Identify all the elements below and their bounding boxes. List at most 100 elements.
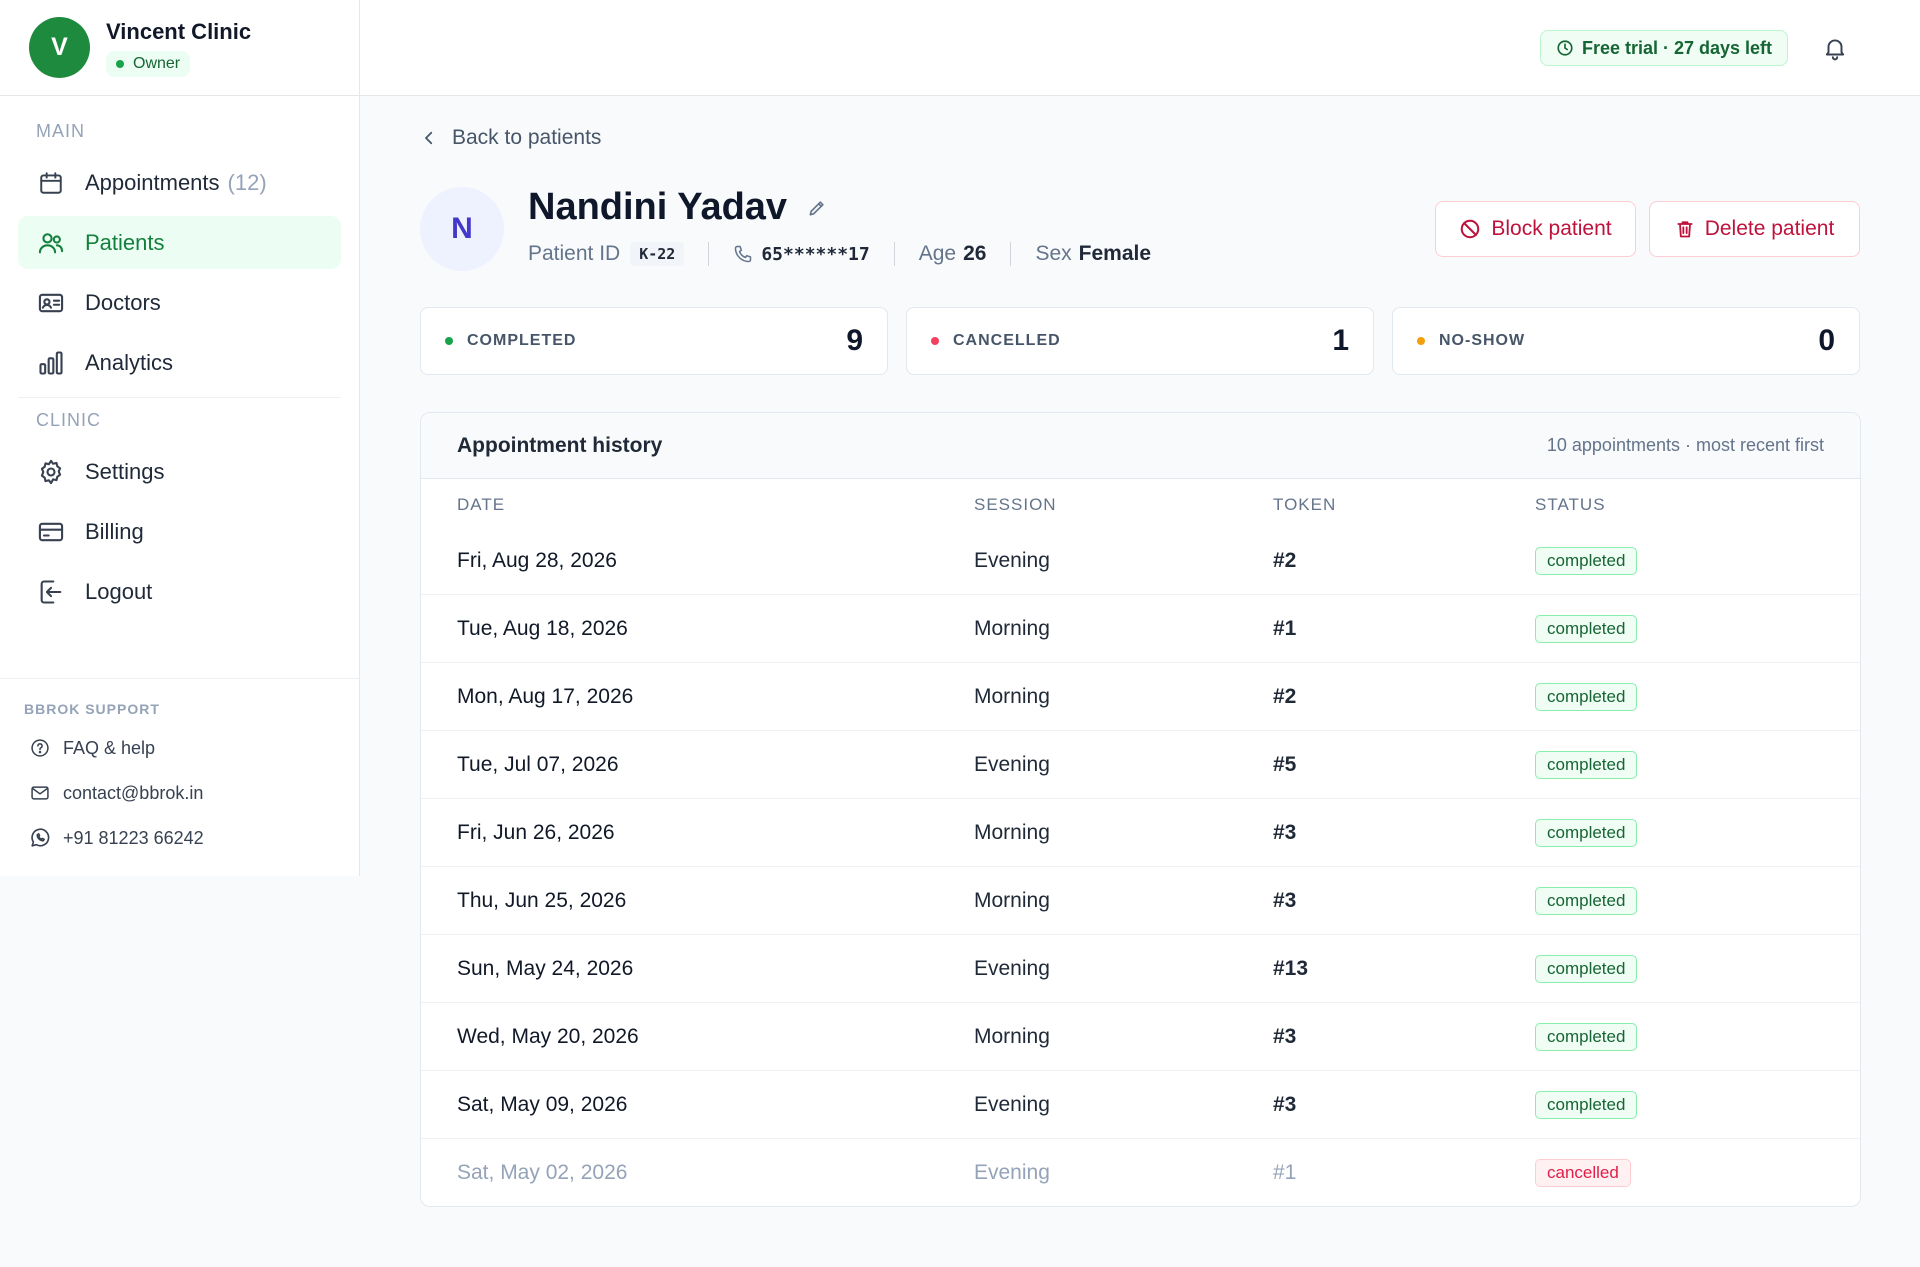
status-badge: completed (1535, 615, 1638, 643)
sidebar-item-settings[interactable]: Settings (18, 445, 341, 498)
table-row[interactable]: Sat, May 02, 2026 Evening #1 cancelled (421, 1139, 1860, 1206)
table-row[interactable]: Fri, Jun 26, 2026 Morning #3 completed (421, 799, 1860, 867)
chevron-left-icon (420, 129, 438, 147)
role-label: Owner (133, 54, 181, 72)
phone-label: +91 81223 66242 (63, 827, 204, 848)
status-badge: completed (1535, 547, 1638, 575)
role-badge: Owner (106, 50, 191, 77)
card-header: Appointment history 10 appointments · mo… (421, 413, 1860, 479)
sidebar: V Vincent Clinic Owner MAIN Appointments… (0, 0, 360, 1267)
status-badge: completed (1535, 751, 1638, 779)
stat-no-show: NO-SHOW 0 (1392, 307, 1860, 375)
status-badge: completed (1535, 1091, 1638, 1119)
sidebar-item-patients[interactable]: Patients (18, 216, 341, 269)
delete-patient-button[interactable]: Delete patient (1649, 201, 1860, 257)
session-cell: Evening (974, 753, 1050, 776)
status-dot (1417, 337, 1425, 345)
sex-label: Sex (1035, 242, 1072, 265)
trial-badge[interactable]: Free trial · 27 days left (1540, 30, 1788, 66)
clinic-name: Vincent Clinic (106, 18, 252, 44)
stat-label: NO-SHOW (1439, 332, 1526, 349)
status-badge: completed (1535, 955, 1638, 983)
session-cell: Evening (974, 1093, 1050, 1116)
sidebar-item-label: Patients (85, 229, 165, 255)
sidebar-item-appointments[interactable]: Appointments (12) (18, 156, 341, 209)
token-cell: #1 (1273, 617, 1297, 640)
token-cell: #3 (1273, 889, 1297, 912)
status-dot (445, 337, 453, 345)
status-badge: completed (1535, 1023, 1638, 1051)
sidebar-item-label: Analytics (85, 349, 174, 375)
block-label: Block patient (1491, 217, 1612, 240)
session-cell: Evening (974, 549, 1050, 572)
patient-id-label: Patient ID (528, 242, 621, 265)
stat-value: 9 (846, 324, 863, 357)
table-header: DATE SESSION TOKEN STATUS (421, 479, 1860, 527)
back-link[interactable]: Back to patients (420, 126, 601, 150)
phone-icon (733, 244, 753, 264)
card-title: Appointment history (457, 433, 663, 457)
status-badge: completed (1535, 819, 1638, 847)
session-cell: Evening (974, 957, 1050, 980)
trash-icon (1675, 218, 1695, 240)
table-row[interactable]: Mon, Aug 17, 2026 Morning #2 completed (421, 663, 1860, 731)
clinic-info: Vincent Clinic Owner (106, 19, 251, 77)
date-cell: Fri, Jun 26, 2026 (457, 821, 615, 844)
email-link[interactable]: contact@bbrok.in (29, 782, 203, 804)
table-row[interactable]: Sat, May 09, 2026 Evening #3 completed (421, 1071, 1860, 1139)
stat-value: 1 (1332, 324, 1349, 357)
sidebar-footer-area (0, 876, 360, 1267)
pencil-icon[interactable] (807, 198, 827, 218)
email-label: contact@bbrok.in (63, 782, 204, 803)
status-dot (931, 337, 939, 345)
column-date: DATE (457, 495, 506, 514)
stat-label: CANCELLED (953, 332, 1061, 349)
sidebar-item-logout[interactable]: Logout (18, 565, 341, 618)
date-cell: Mon, Aug 17, 2026 (457, 685, 634, 708)
role-dot (116, 59, 124, 68)
token-cell: #2 (1273, 549, 1297, 572)
table-row[interactable]: Thu, Jun 25, 2026 Morning #3 completed (421, 867, 1860, 935)
gear-icon (37, 458, 65, 486)
session-cell: Morning (974, 821, 1050, 844)
sidebar-item-billing[interactable]: Billing (18, 505, 341, 558)
table-row[interactable]: Sun, May 24, 2026 Evening #13 completed (421, 935, 1860, 1003)
session-cell: Evening (974, 1161, 1050, 1184)
clinic-avatar[interactable]: V (29, 17, 90, 78)
session-cell: Morning (974, 685, 1050, 708)
table-row[interactable]: Fri, Aug 28, 2026 Evening #2 completed (421, 527, 1860, 595)
faq-link[interactable]: FAQ & help (29, 737, 155, 759)
support-section: BBROK SUPPORT FAQ & help contact@bbrok.i… (0, 678, 360, 876)
meta-divider (708, 242, 710, 266)
patient-sex: Female (1078, 242, 1152, 265)
patient-meta: Patient ID K-22 65******17 Age 26 Sex Fe… (528, 240, 1151, 268)
patient-phone: 65******17 (761, 243, 870, 265)
date-cell: Sat, May 02, 2026 (457, 1161, 628, 1184)
date-cell: Wed, May 20, 2026 (457, 1025, 639, 1048)
faq-label: FAQ & help (63, 737, 156, 758)
help-circle-icon (29, 737, 51, 759)
clock-icon (1556, 39, 1574, 57)
column-status: STATUS (1535, 495, 1606, 514)
back-label: Back to patients (452, 126, 602, 149)
stat-label: COMPLETED (467, 332, 577, 349)
calendar-icon (37, 169, 65, 197)
sidebar-item-doctors[interactable]: Doctors (18, 276, 341, 329)
card-subtitle: 10 appointments · most recent first (1546, 435, 1824, 455)
status-badge: completed (1535, 887, 1638, 915)
column-session: SESSION (974, 495, 1057, 514)
table-row[interactable]: Tue, Jul 07, 2026 Evening #5 completed (421, 731, 1860, 799)
whatsapp-link[interactable]: +91 81223 66242 (29, 827, 204, 849)
table-row[interactable]: Tue, Aug 18, 2026 Morning #1 completed (421, 595, 1860, 663)
delete-label: Delete patient (1704, 217, 1835, 240)
bell-icon[interactable] (1820, 33, 1850, 63)
sidebar-item-analytics[interactable]: Analytics (18, 336, 341, 389)
patient-name-row: Nandini Yadav (528, 186, 827, 229)
block-patient-button[interactable]: Block patient (1435, 201, 1636, 257)
session-cell: Morning (974, 617, 1050, 640)
table-row[interactable]: Wed, May 20, 2026 Morning #3 completed (421, 1003, 1860, 1071)
session-cell: Morning (974, 1025, 1050, 1048)
patient-age: 26 (963, 242, 987, 265)
stat-value: 0 (1818, 324, 1835, 357)
sidebar-divider (18, 397, 341, 398)
